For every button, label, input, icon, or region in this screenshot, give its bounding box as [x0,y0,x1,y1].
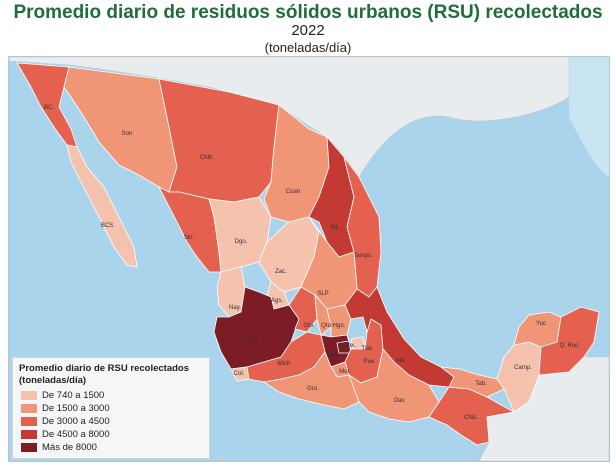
state-label: Sin. [184,235,195,241]
legend-item: Más de 8000 [21,442,97,453]
state-label: Camp. [514,365,532,371]
state-label: Méx. [327,353,340,359]
legend-label: De 1500 a 3000 [42,403,110,414]
state-label: Chih. [200,155,214,161]
state-label: Dgo. [235,239,248,245]
state-label: Ags. [271,298,283,304]
legend-item: De 4500 a 8000 [21,429,110,440]
map-year: 2022 [291,22,325,39]
legend-item: De 3000 a 4500 [21,416,110,427]
state-region [314,293,332,336]
state-label: Q. Roo [559,343,579,349]
legend-swatch [21,430,37,439]
legend-label: De 4500 a 8000 [42,429,110,440]
shallow-water [569,57,609,177]
state-label: Mich [278,361,291,367]
state-label: Son [122,131,133,137]
state-label: Chis. [464,415,478,421]
state-label: BC. [44,105,54,111]
state-label: BCS [101,223,113,229]
state-region [538,306,600,376]
state-label: SLP [317,291,328,297]
map-units: (toneladas/día) [264,40,352,55]
state-label: Yuc [536,321,546,327]
map-legend: Promedio diario de RSU recolectados (ton… [12,357,210,459]
map-title: Promedio diario de residuos sólidos urba… [13,2,603,23]
state-label: Gro. [307,386,319,392]
state-label: Hgo. [333,323,346,329]
state-label: Col. [234,371,245,377]
state-region [66,144,138,268]
legend-label: Más de 8000 [42,442,97,453]
legend-label: De 740 a 1500 [42,390,105,401]
state-label: Cdmx. [338,343,356,349]
legend-swatch [21,404,37,413]
legend-swatch [21,391,37,400]
state-label: Zac. [275,269,287,275]
state-region [348,348,440,423]
states-layer [16,62,600,446]
state-label: Coah [286,189,300,195]
legend-label: De 3000 a 4500 [42,416,110,427]
state-label: Gto. [303,323,315,329]
state-labels-layer: BC. BCS Son Chih. Coah NL Tamps. Sin. Dgo. Zac. SL… [44,105,579,421]
state-label: Jal. [249,337,259,343]
legend-item: De 740 a 1500 [21,390,104,401]
state-region [288,286,318,333]
state-label: NL [331,225,339,231]
state-region [439,366,505,398]
state-label: Tlax [361,346,372,352]
state-label: Mor. [339,369,351,375]
legend-title: Promedio diario de RSU recolectados (ton… [19,363,189,386]
state-label: Oax [393,398,404,404]
legend-item: De 1500 a 3000 [21,403,110,414]
state-label: Qro. [321,323,333,329]
legend-swatch [21,417,37,426]
state-label: Tab. [475,381,487,387]
state-label: Nay. [229,305,241,311]
legend-swatch [21,443,37,452]
state-label: Pue [364,359,375,365]
state-label: Tamps. [353,253,373,259]
state-label: Ver. [396,358,407,364]
